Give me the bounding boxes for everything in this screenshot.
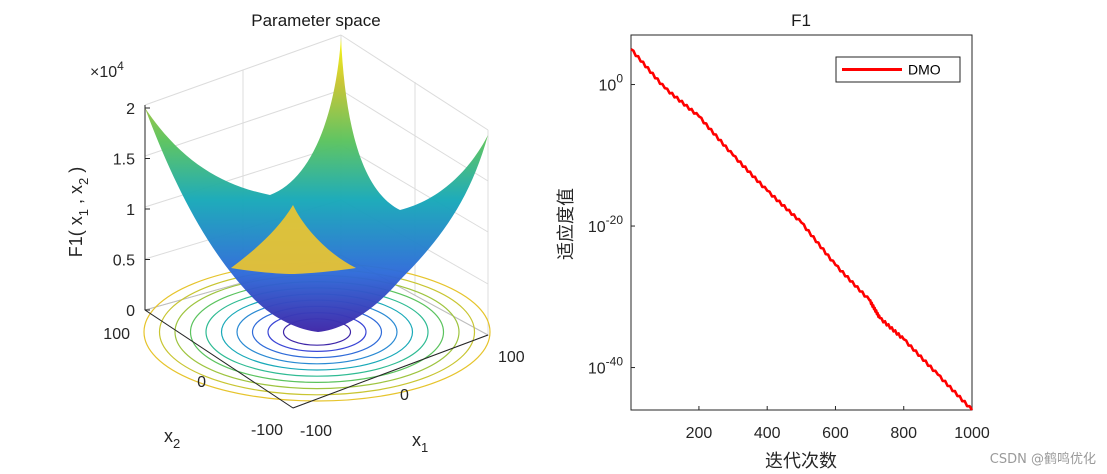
- y-tick-label: 100: [599, 72, 624, 95]
- surface-title: Parameter space: [251, 11, 380, 30]
- x-tick-label: 1000: [954, 425, 990, 442]
- z-exponent-label: ×104: [90, 59, 124, 81]
- x1-axis-line: [292, 334, 489, 409]
- z-tick-label: 0.5: [113, 253, 135, 270]
- watermark: CSDN @鹤鸣优化: [990, 451, 1096, 467]
- legend: DMO: [835, 56, 961, 83]
- y-tick-label: 10-20: [588, 213, 623, 236]
- x1-tick-neg100: -100: [300, 423, 332, 440]
- x2-axis-line: [144, 309, 294, 409]
- z-tick-label: 1.5: [113, 152, 135, 169]
- x1-tick-0: 0: [400, 387, 409, 404]
- convergence-plot: F1 200 400 600 800 1000 100 10-20 10-40 DMO 迭代…: [556, 11, 990, 472]
- x-tick-label: 800: [890, 425, 917, 442]
- z-axis-ticks: 0 0.5 1 1.5 2: [113, 101, 150, 320]
- x-tick-label: 400: [754, 425, 781, 442]
- y-tick-label: 10-40: [588, 355, 623, 378]
- x1-axis-label: x1: [412, 430, 428, 455]
- x2-tick-neg100: -100: [251, 422, 283, 439]
- z-axis-label: F1( x1 , x2 ): [66, 167, 91, 258]
- convergence-title: F1: [791, 11, 811, 30]
- x-tick-label: 200: [686, 425, 713, 442]
- z-tick-label: 2: [126, 101, 135, 118]
- x-axis-ticks: 200 400 600 800 1000: [686, 406, 990, 442]
- surface-plot: Parameter space: [66, 11, 525, 455]
- surface-mesh: [145, 38, 488, 332]
- legend-label-dmo: DMO: [908, 62, 941, 78]
- y-axis-label: 适应度值: [556, 188, 577, 260]
- x-axis-label: 迭代次数: [765, 451, 837, 472]
- x2-tick-0: 0: [197, 374, 206, 391]
- series-lines: [630, 48, 974, 411]
- x1-tick-100: 100: [498, 349, 525, 366]
- z-tick-label: 1: [126, 202, 135, 219]
- series-line-dmo: [630, 48, 974, 411]
- x2-axis-label: x2: [164, 426, 180, 451]
- x-tick-label: 600: [822, 425, 849, 442]
- x2-tick-100: 100: [103, 326, 130, 343]
- z-tick-label: 0: [126, 303, 135, 320]
- y-axis-ticks: 100 10-20 10-40: [588, 72, 635, 378]
